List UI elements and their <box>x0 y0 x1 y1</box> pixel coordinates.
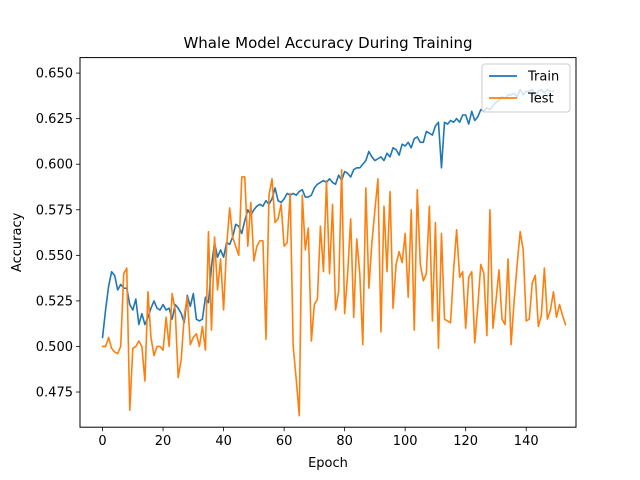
x-tick-label: 80 <box>336 434 353 449</box>
chart-title: Whale Model Accuracy During Training <box>183 34 472 52</box>
y-tick-label: 0.475 <box>36 386 73 401</box>
y-tick-label: 0.600 <box>36 158 73 173</box>
series-line-test <box>101 168 567 417</box>
y-tick-label: 0.625 <box>36 112 73 127</box>
x-tick-label: 120 <box>453 434 478 449</box>
x-axis-label: Epoch <box>308 456 348 471</box>
x-tick-label: 40 <box>215 434 232 449</box>
x-tick-label: 60 <box>276 434 293 449</box>
legend-label-train: Train <box>527 70 559 85</box>
y-tick-label: 0.650 <box>36 67 73 82</box>
x-tick-label: 0 <box>98 434 106 449</box>
y-tick-label: 0.575 <box>36 203 73 218</box>
y-tick-label: 0.550 <box>36 249 73 264</box>
legend: Train Test <box>481 63 571 113</box>
x-tick-label: 20 <box>155 434 172 449</box>
series-line-train <box>101 88 555 339</box>
y-axis: 0.475 0.500 0.525 0.550 0.575 0.600 0.625 0.650 <box>36 67 80 401</box>
y-axis-label: Accuracy <box>10 212 25 272</box>
y-tick-label: 0.525 <box>36 294 73 309</box>
legend-label-test: Test <box>527 92 554 107</box>
plot-area <box>101 88 567 417</box>
x-axis: 0 20 40 60 80 100 120 140 <box>98 427 539 449</box>
x-tick-label: 140 <box>514 434 539 449</box>
plot-frame <box>79 57 577 428</box>
x-tick-label: 100 <box>393 434 418 449</box>
y-tick-label: 0.500 <box>36 340 73 355</box>
